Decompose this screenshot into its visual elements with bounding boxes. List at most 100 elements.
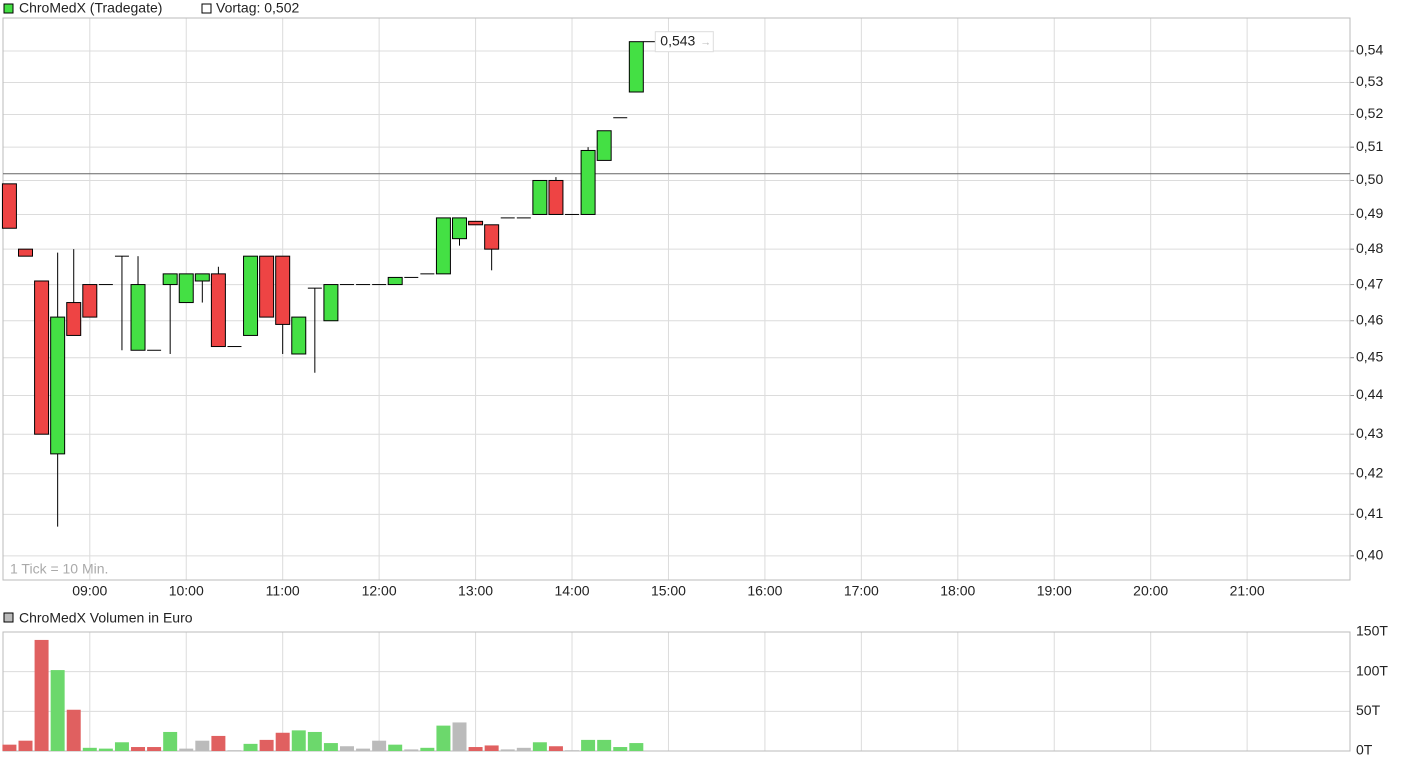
- candle-body: [291, 316, 307, 355]
- legend-label: ChroMedX (Tradegate): [19, 0, 162, 16]
- volume-bar: [565, 750, 580, 751]
- candle-body: [259, 255, 275, 318]
- last-price-label: 0,543: [660, 32, 695, 48]
- volume-bar: [388, 744, 403, 751]
- y-tick-label: 0,46: [1356, 311, 1383, 327]
- volume-bar: [339, 746, 354, 751]
- volume-bar: [404, 749, 419, 751]
- candle-body: [82, 284, 98, 318]
- y-tick-label: 0T: [1356, 742, 1373, 758]
- volume-bar: [98, 748, 113, 751]
- tick-note: 1 Tick = 10 Min.: [10, 561, 108, 577]
- candle-body: [532, 179, 548, 215]
- candle-body: [628, 41, 644, 93]
- x-tick-label: 20:00: [1133, 583, 1168, 599]
- volume-bar: [211, 735, 226, 751]
- volume-bar: [629, 743, 644, 751]
- volume-bar: [468, 747, 483, 751]
- candle-body: [275, 255, 291, 325]
- volume-bar: [50, 670, 65, 751]
- y-tick-label: 0,43: [1356, 425, 1383, 441]
- volume-bar: [195, 740, 210, 751]
- volume-bar: [2, 744, 17, 751]
- volume-bar: [34, 639, 49, 751]
- candle-body: [18, 248, 33, 257]
- volume-bar: [243, 743, 258, 751]
- volume-bar: [307, 731, 322, 751]
- volume-bar: [163, 731, 178, 751]
- y-tick-label: 0,40: [1356, 547, 1383, 563]
- y-tick-label: 0,53: [1356, 73, 1383, 89]
- y-tick-label: 0,45: [1356, 348, 1383, 364]
- legend-label: ChroMedX Volumen in Euro: [19, 610, 193, 626]
- candle-body: [387, 276, 403, 286]
- volume-bar: [516, 747, 531, 751]
- candle-body: [34, 280, 50, 435]
- candle-body: [548, 179, 564, 215]
- y-tick-label: 0,54: [1356, 42, 1383, 58]
- x-tick-label: 16:00: [747, 583, 782, 599]
- volume-bar: [500, 749, 515, 751]
- candle-body: [484, 224, 500, 250]
- x-tick-label: 17:00: [844, 583, 879, 599]
- x-tick-label: 19:00: [1037, 583, 1072, 599]
- x-tick-label: 11:00: [266, 583, 300, 599]
- volume-bar: [452, 722, 467, 751]
- candle-body: [452, 217, 467, 240]
- candle-body: [1, 183, 17, 229]
- volume-bar: [532, 742, 547, 751]
- volume-bar: [179, 748, 194, 751]
- volume-bar: [18, 740, 33, 751]
- volume-bar: [356, 748, 371, 751]
- x-tick-label: 09:00: [72, 583, 107, 599]
- candle-body: [66, 302, 82, 336]
- y-tick-label: 50T: [1356, 702, 1381, 718]
- y-tick-label: 0,42: [1356, 464, 1383, 480]
- plot-frame: [2, 631, 1351, 752]
- volume-bar: [275, 732, 290, 751]
- volume-bar: [259, 739, 274, 751]
- volume-bar: [147, 747, 162, 751]
- volume-bar: [82, 747, 97, 751]
- legend-swatch: [3, 612, 14, 623]
- volume-bar: [227, 750, 242, 751]
- volume-bar: [548, 746, 563, 751]
- x-tick-label: 18:00: [940, 583, 975, 599]
- candle-body: [580, 149, 596, 215]
- y-tick-label: 0,47: [1356, 275, 1383, 291]
- candle-body: [178, 273, 194, 304]
- candle-body: [243, 255, 259, 336]
- volume-bar: [484, 745, 499, 751]
- prev-close-label: Vortag: 0,502: [216, 0, 300, 16]
- legend-swatch: [201, 3, 212, 14]
- volume-bar: [613, 747, 628, 751]
- candle-body: [194, 273, 210, 282]
- candle-body: [210, 273, 226, 348]
- x-tick-label: 12:00: [362, 583, 397, 599]
- y-tick-label: 0,48: [1356, 240, 1383, 256]
- y-tick-label: 0,50: [1356, 171, 1383, 187]
- y-tick-label: 0,49: [1356, 205, 1383, 221]
- last-price-arrow: →: [700, 37, 711, 49]
- volume-bar: [597, 739, 612, 751]
- x-tick-label: 15:00: [651, 583, 686, 599]
- candle-body: [130, 284, 146, 351]
- y-tick-label: 100T: [1356, 662, 1388, 678]
- y-tick-label: 0,51: [1356, 138, 1383, 154]
- volume-bar: [66, 709, 81, 751]
- candle-body: [596, 130, 612, 161]
- last-price-box: [654, 31, 714, 53]
- y-tick-label: 150T: [1356, 623, 1388, 639]
- candle-body: [323, 284, 339, 322]
- volume-bar: [436, 725, 451, 751]
- candle-body: [162, 273, 178, 286]
- plot-frame: [2, 17, 1351, 581]
- y-tick-label: 0,52: [1356, 105, 1383, 121]
- x-tick-label: 13:00: [458, 583, 493, 599]
- x-tick-label: 10:00: [169, 583, 204, 599]
- volume-bar: [323, 743, 338, 751]
- volume-bar: [420, 747, 435, 751]
- volume-bar: [291, 730, 306, 751]
